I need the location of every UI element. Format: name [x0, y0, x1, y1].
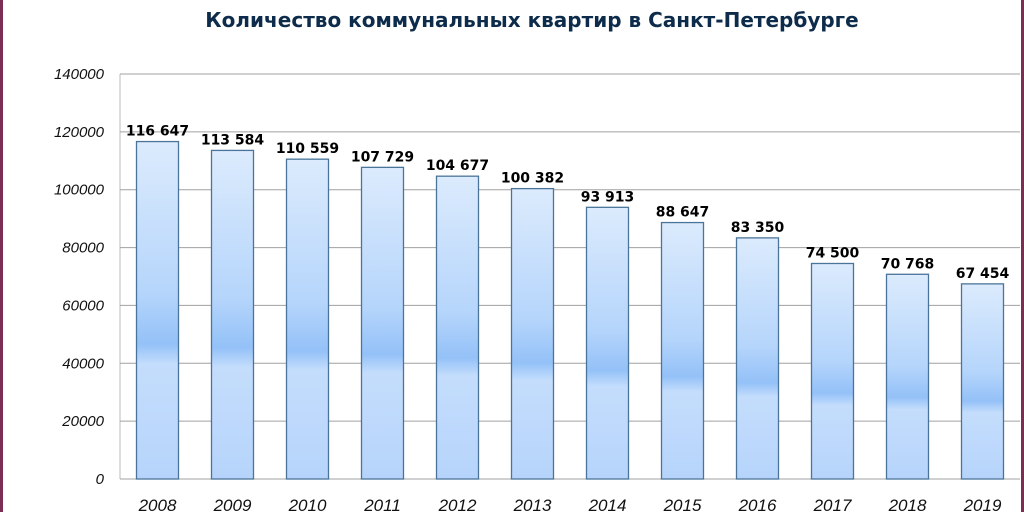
- bar-2019: [960, 283, 1005, 480]
- x-tick-label: 2013: [513, 496, 552, 512]
- y-tick-label: 120000: [54, 124, 105, 141]
- data-label: 83 350: [731, 220, 785, 236]
- y-tick-label: 100000: [54, 182, 105, 199]
- y-tick-label: 140000: [54, 66, 105, 83]
- bar-2013: [510, 187, 555, 480]
- data-label: 93 913: [581, 189, 635, 205]
- bar-2015: [660, 221, 705, 480]
- x-tick-label: 2019: [963, 496, 1002, 512]
- bar-2014: [585, 206, 630, 480]
- data-label: 70 768: [881, 256, 935, 272]
- x-tick-label: 2011: [363, 496, 401, 512]
- y-tick-label: 0: [96, 471, 105, 488]
- right-frame-border: [1021, 0, 1024, 512]
- data-label: 100 382: [501, 171, 564, 187]
- x-tick-label: 2014: [588, 496, 627, 512]
- bar-2017: [810, 262, 855, 480]
- bar-2010: [285, 158, 330, 480]
- y-tick-label: 80000: [62, 240, 104, 257]
- bar-2016: [735, 237, 780, 480]
- x-tick-label: 2016: [738, 496, 777, 512]
- data-label: 110 559: [276, 141, 339, 157]
- data-label: 74 500: [806, 245, 860, 261]
- bar-2018: [885, 273, 930, 480]
- x-tick-label: 2009: [213, 496, 252, 512]
- left-frame-border: [0, 0, 3, 512]
- y-tick-label: 20000: [61, 413, 104, 430]
- x-tick-label: 2008: [138, 496, 177, 512]
- y-tick-label: 40000: [62, 355, 104, 372]
- bar-2009: [210, 149, 255, 480]
- y-tick-label: 60000: [62, 297, 104, 314]
- bar-2012: [435, 175, 480, 480]
- x-tick-label: 2018: [888, 496, 927, 512]
- x-tick-label: 2015: [663, 496, 702, 512]
- chart-title: Количество коммунальных квартир в Санкт-…: [205, 8, 859, 32]
- x-tick-label: 2012: [438, 496, 477, 512]
- data-label: 88 647: [656, 205, 710, 221]
- data-label: 67 454: [956, 266, 1010, 282]
- x-tick-label: 2017: [813, 496, 852, 512]
- data-label: 107 729: [351, 149, 414, 165]
- data-label: 116 647: [126, 124, 189, 140]
- data-label: 113 584: [201, 132, 265, 148]
- bar-2008: [135, 140, 180, 480]
- data-label: 104 677: [426, 158, 489, 174]
- bar-2011: [360, 166, 405, 480]
- x-tick-label: 2010: [288, 496, 327, 512]
